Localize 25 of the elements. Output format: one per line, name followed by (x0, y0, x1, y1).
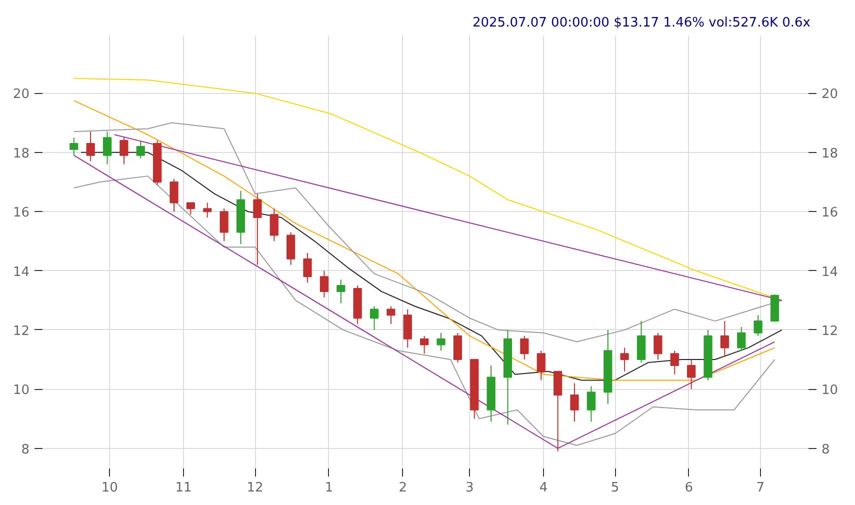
y-tick-label: 12 (12, 324, 30, 339)
y-tick-label: 20 (12, 87, 30, 102)
y2-tick-label: 20 (822, 87, 838, 102)
x-tick-label: 5 (610, 480, 620, 496)
x-tick-label: 6 (684, 480, 694, 496)
y2-tick-label: 18 (822, 146, 838, 162)
y-tick-label: 16 (12, 206, 30, 221)
x-tick-label: 7 (756, 480, 765, 496)
y-tick-label: 14 (12, 264, 30, 280)
x-tick-label: 11 (175, 480, 192, 496)
x-tick-label: 10 (101, 480, 118, 496)
x-tick-label: 12 (246, 480, 264, 496)
y-tick-label: 8 (21, 442, 30, 458)
y2-tick-label: 10 (822, 383, 838, 398)
chart-title: 2025.07.07 00:00:00 $13.17 1.46% vol:527.6K 0.6x (472, 16, 811, 30)
y2-tick-label: 14 (822, 264, 838, 280)
y2-tick-label: 12 (822, 324, 838, 339)
y-tick-label: 10 (12, 383, 30, 398)
x-tick-label: 2 (398, 480, 407, 496)
y-tick-label: 18 (12, 146, 30, 162)
y2-tick-label: 16 (822, 206, 838, 221)
x-tick-label: 1 (324, 480, 334, 496)
x-tick-label: 3 (465, 480, 474, 496)
y2-tick-label: 8 (822, 442, 830, 458)
x-tick-label: 4 (539, 480, 548, 496)
